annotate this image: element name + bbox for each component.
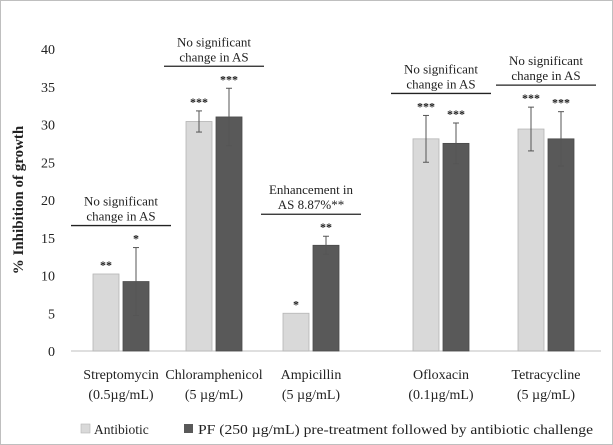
y-tick-label: 15	[41, 232, 55, 247]
annotation-line-2: change in AS	[179, 49, 248, 64]
bar-pf-4	[547, 138, 575, 352]
significance-label: *	[133, 232, 139, 246]
y-axis-title: % Inhibition of growth	[11, 125, 27, 274]
significance-label: *	[293, 297, 299, 311]
y-tick-label: 30	[41, 119, 55, 134]
category-sublabel: (5 µg/mL)	[282, 388, 341, 403]
category-label: Tetracycline	[512, 368, 581, 383]
y-tick-label: 0	[48, 345, 55, 360]
significance-label: ***	[522, 91, 540, 105]
annotation-line-1: No significant	[404, 61, 478, 76]
category-sublabel: (5 µg/mL)	[185, 388, 244, 403]
significance-label: **	[100, 258, 112, 272]
bar-antibiotic-0	[92, 273, 120, 352]
annotation-line-2: AS 8.87%**	[278, 197, 344, 212]
category-label: Chloramphenicol	[165, 368, 262, 383]
bar-antibiotic-4	[517, 128, 545, 352]
annotation-line-1: No significant	[84, 194, 158, 209]
bar-antibiotic-1	[185, 121, 213, 352]
bar-pf-3	[442, 142, 470, 352]
y-tick-label: 35	[41, 81, 55, 96]
category-label: Ofloxacin	[413, 368, 469, 383]
category-sublabel: (0.1µg/mL)	[408, 388, 474, 403]
y-tick-label: 10	[41, 270, 55, 285]
bar-antibiotic-2	[282, 312, 310, 352]
annotation-line-2: change in AS	[511, 68, 580, 83]
bar-pf-1	[215, 116, 243, 352]
bar-pf-2	[312, 244, 340, 352]
legend-label-antibiotic: Antibiotic	[94, 422, 149, 437]
category-label: Streptomycin	[83, 368, 158, 383]
legend-swatch-antibiotic	[80, 423, 91, 434]
y-tick-label: 5	[48, 307, 55, 322]
significance-label: ***	[190, 95, 208, 109]
y-tick-label: 40	[41, 43, 55, 58]
category-sublabel: (5 µg/mL)	[517, 388, 576, 403]
legend-label-pf: PF (250 µg/mL) pre-treatment followed by…	[198, 422, 593, 437]
legend-swatch-pf	[184, 424, 193, 433]
annotation-line-2: change in AS	[86, 209, 155, 224]
significance-label: ***	[447, 107, 465, 121]
annotation-line-1: Enhancement in	[269, 182, 354, 197]
category-label: Ampicillin	[281, 368, 342, 383]
category-sublabel: (0.5µg/mL)	[88, 388, 154, 403]
significance-label: ***	[552, 96, 570, 110]
significance-label: ***	[417, 99, 435, 113]
bar-antibiotic-3	[412, 138, 440, 352]
annotation-line-2: change in AS	[406, 76, 475, 91]
y-tick-label: 25	[41, 156, 55, 171]
annotation-line-1: No significant	[177, 34, 251, 49]
significance-label: ***	[220, 72, 238, 86]
annotation-line-1: No significant	[509, 53, 583, 68]
significance-label: **	[320, 220, 332, 234]
y-tick-label: 20	[41, 194, 55, 209]
